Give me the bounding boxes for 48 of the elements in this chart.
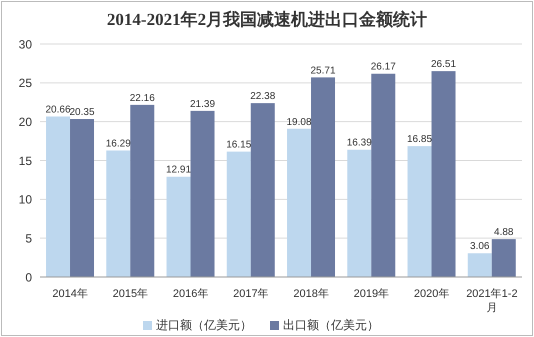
bar (371, 74, 396, 277)
data-label: 4.88 (494, 227, 514, 238)
bar (287, 128, 312, 277)
chart-title: 2014-2021年2月我国减速机进出口金额统计 (106, 9, 428, 31)
bar (226, 152, 251, 277)
data-label: 25.71 (310, 65, 336, 76)
bar (311, 77, 336, 277)
x-tick-label: 2016年 (172, 288, 208, 300)
data-label: 22.38 (250, 91, 276, 102)
y-tick-label: 25 (18, 76, 32, 90)
x-tick-label: 2018年 (293, 288, 329, 300)
data-label: 26.17 (370, 62, 396, 73)
data-label: 16.29 (106, 138, 132, 150)
bar (432, 71, 456, 277)
bar (106, 150, 130, 277)
x-tick-label: 2020年 (414, 288, 450, 300)
bar (250, 103, 275, 277)
y-tick-label: 15 (18, 154, 32, 168)
y-tick-label: 0 (25, 270, 32, 284)
legend-label: 出口额（亿美元） (283, 317, 379, 334)
data-label: 16.15 (226, 140, 252, 151)
y-tick-label: 30 (18, 37, 32, 52)
x-tick-label: 2019年 (354, 288, 390, 300)
data-label: 20.66 (46, 104, 71, 116)
data-label: 3.06 (470, 241, 490, 252)
bar (347, 150, 372, 277)
bar (166, 176, 191, 277)
data-label: 16.39 (346, 138, 372, 149)
x-tick-label: 2017年 (233, 288, 269, 300)
bar (130, 104, 154, 277)
bar (468, 253, 492, 277)
data-label: 12.91 (166, 164, 192, 176)
x-tick-label: 2015年 (112, 288, 148, 300)
y-tick-label: 10 (18, 192, 32, 207)
bar (70, 118, 94, 277)
bar (190, 110, 215, 277)
bar (408, 146, 432, 277)
bar (492, 239, 516, 277)
data-label: 20.35 (70, 106, 95, 118)
x-tick-label: 2021年1-2月 (466, 288, 518, 314)
bar (46, 116, 70, 277)
data-label: 21.39 (190, 98, 216, 110)
data-label: 22.16 (130, 92, 156, 104)
legend-label: 进口额（亿美元） (156, 317, 252, 334)
x-tick-label: 2014年 (52, 288, 88, 300)
y-tick-label: 20 (18, 114, 32, 129)
data-label: 26.51 (431, 59, 456, 70)
y-tick-label: 5 (25, 231, 32, 246)
